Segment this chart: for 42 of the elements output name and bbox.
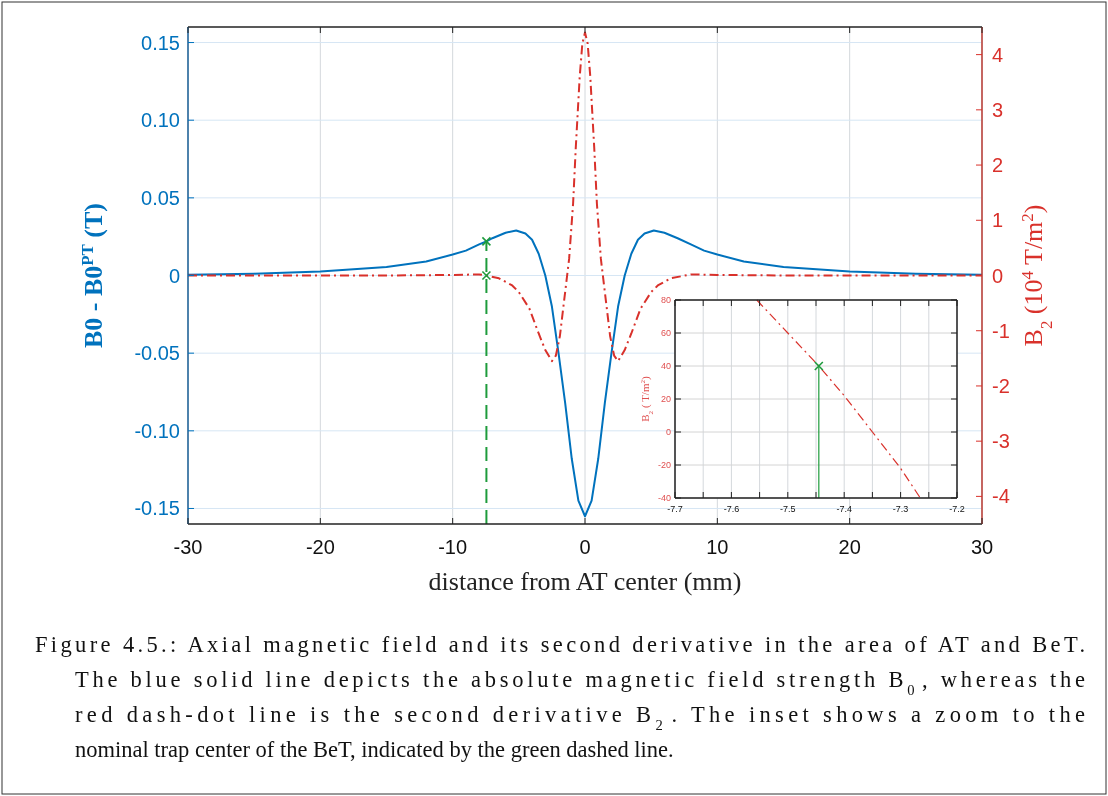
text: The blue solid line depicts the absolute magnetic field strength B$_{0}$, whereas the	[75, 667, 1085, 698]
x-axis-title: distance from AT center (mm)	[428, 567, 742, 596]
y-tick-label: 80	[660, 295, 671, 306]
y-tick-label: 0.10	[141, 109, 180, 132]
text: red dash-dot line is the second derivative B$_{2}$. The inset shows a zoom to the	[75, 702, 1085, 733]
y-tick-label: -0.10	[134, 419, 180, 442]
y-tick-label: 0	[665, 427, 671, 438]
x-tick-label: 30	[970, 536, 994, 558]
x-tick-label: -7.2	[949, 504, 965, 514]
y2-tick-label: 1	[992, 209, 1004, 232]
y-tick-label: 0	[168, 264, 180, 287]
text: nominal trap center of the BeT, indicated by the green dashed line.	[75, 737, 674, 762]
y-tick-label: -0.05	[134, 342, 180, 365]
y-tick-label: 60	[660, 328, 671, 339]
y-tick-label: 0.15	[141, 31, 180, 54]
x-tick-label: -30	[173, 536, 203, 558]
x-tick-label: -7.7	[667, 504, 683, 514]
x-tick-label: 10	[706, 536, 729, 558]
y-tick-label: 0.05	[141, 186, 180, 209]
x-tick-label: -7.6	[723, 504, 740, 514]
line-series	[756, 299, 921, 499]
x-tick-label: -10	[438, 536, 468, 558]
y-tick-label: -40	[657, 493, 671, 504]
y2-tick-label: -4	[992, 485, 1010, 508]
y2-tick-label: -1	[992, 319, 1010, 342]
y-tick-label: 40	[660, 361, 671, 372]
x-tick-label: 20	[838, 536, 861, 558]
y2-tick-label: 4	[992, 43, 1004, 66]
y-tick-label: -0.15	[134, 497, 180, 520]
x-tick-label: -7.5	[780, 504, 796, 514]
x-tick-label: -7.4	[836, 504, 852, 514]
y2-tick-label: 2	[992, 154, 1004, 177]
x-tick-label: 0	[579, 536, 591, 558]
caption: Figure 4.5.: Axial magnetic field and its second derivative in the area of AT and BeT.	[35, 632, 1085, 657]
y2-tick-label: -2	[992, 374, 1010, 397]
y2-tick-label: 3	[992, 98, 1004, 121]
y-tick-label: -20	[657, 460, 671, 471]
y2-tick-label: -3	[992, 430, 1010, 453]
x-tick-label: -7.3	[892, 504, 909, 514]
y-tick-label: 20	[660, 394, 671, 405]
y2-tick-label: 0	[992, 264, 1004, 287]
x-tick-label: -20	[305, 536, 335, 558]
